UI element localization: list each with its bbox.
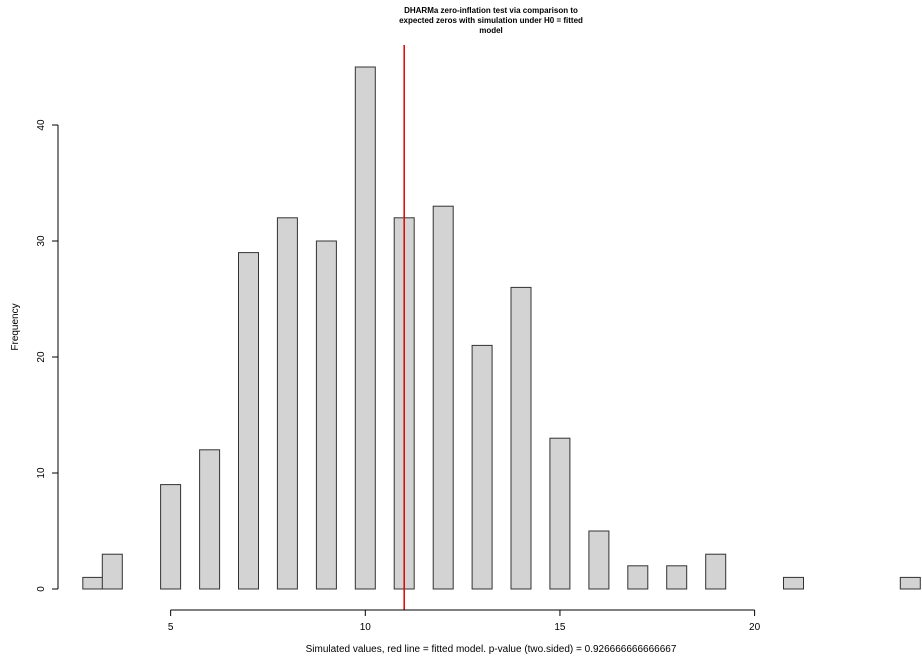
histogram-bars bbox=[82, 66, 921, 590]
y-tick-label: 30 bbox=[36, 235, 47, 247]
chart-title-line-1: DHARMa zero-inflation test via compariso… bbox=[404, 6, 578, 15]
histogram-bar bbox=[549, 437, 571, 590]
y-tick-label: 20 bbox=[36, 351, 47, 363]
y-axis-label: Frequency bbox=[10, 303, 21, 350]
histogram-bar bbox=[160, 484, 182, 590]
histogram-bar bbox=[627, 565, 649, 590]
histogram-bar bbox=[783, 576, 804, 590]
histogram-bar bbox=[471, 344, 493, 590]
histogram-bar bbox=[510, 286, 532, 590]
histogram-bar bbox=[588, 530, 610, 590]
histogram-bar bbox=[238, 252, 259, 590]
y-tick-label: 40 bbox=[36, 119, 47, 131]
x-axis: 5 10 15 20 bbox=[168, 609, 761, 633]
histogram-bar bbox=[82, 576, 104, 590]
chart-title-line-2: expected zeros with simulation under H0 … bbox=[399, 16, 583, 25]
x-axis-label: Simulated values, red line = fitted mode… bbox=[306, 644, 677, 655]
histogram-bar bbox=[199, 449, 221, 590]
x-tick-label: 5 bbox=[168, 622, 174, 633]
histogram-bar bbox=[276, 217, 298, 590]
y-axis: 0 10 20 30 40 bbox=[36, 119, 59, 592]
x-tick-label: 20 bbox=[749, 622, 761, 633]
x-tick-label: 10 bbox=[360, 622, 372, 633]
chart-title-line-3: model bbox=[479, 26, 503, 35]
histogram-bar bbox=[354, 66, 376, 590]
histogram-bar bbox=[101, 553, 123, 590]
histogram-bar bbox=[432, 205, 454, 590]
x-tick-label: 15 bbox=[554, 622, 566, 633]
histogram-bar bbox=[315, 240, 337, 590]
y-tick-label: 0 bbox=[36, 586, 47, 592]
histogram-bar bbox=[705, 553, 727, 590]
histogram-bar bbox=[666, 565, 688, 590]
histogram-bar bbox=[899, 576, 921, 590]
y-tick-label: 10 bbox=[36, 467, 47, 479]
